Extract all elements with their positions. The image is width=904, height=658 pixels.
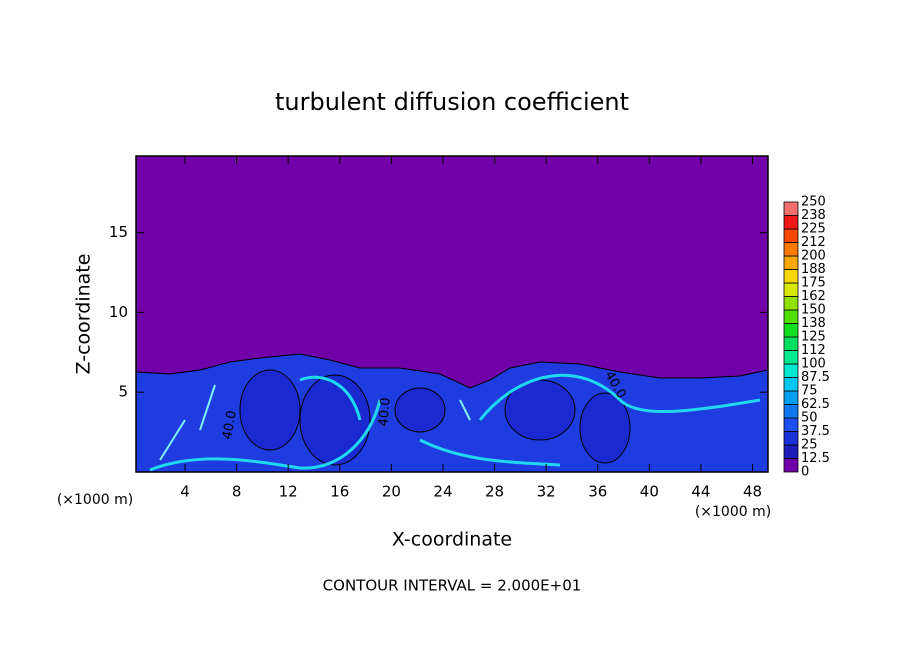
colorbar-swatch: [783, 296, 799, 311]
colorbar-label: 87.5: [801, 370, 830, 385]
x-tick-label: 20: [382, 483, 401, 501]
colorbar-label: 225: [801, 222, 826, 237]
x-tick-label: 48: [743, 483, 762, 501]
colorbar-label: 50: [801, 411, 818, 426]
field-filament: [159, 384, 471, 461]
colorbar-label: 125: [801, 330, 826, 345]
contour-label: 40.0: [376, 397, 393, 427]
x-tick-label: 44: [691, 483, 710, 501]
colorbar-swatch: [783, 350, 799, 365]
colorbar-swatch: [783, 215, 799, 230]
colorbar-swatch: [783, 377, 799, 392]
colorbar-swatch: [783, 404, 799, 419]
x-tick-label: 8: [232, 483, 242, 501]
colorbar-label: 62.5: [801, 397, 830, 412]
colorbar-swatch: [783, 269, 799, 284]
x-tick-label: 40: [640, 483, 659, 501]
chart-title: turbulent diffusion coefficient: [275, 88, 629, 116]
x-unit-label: (×1000 m): [57, 492, 133, 508]
x-tick-label: 32: [537, 483, 556, 501]
x-tick-label: 16: [330, 483, 349, 501]
colorbar-label: 200: [801, 249, 826, 264]
x-tick-label: 4: [180, 483, 190, 501]
colorbar-label: 238: [801, 208, 826, 223]
x-tick-label: 24: [433, 483, 452, 501]
colorbar-swatch: [783, 444, 799, 459]
field-eddy: [239, 369, 301, 451]
colorbar-swatch: [783, 228, 799, 243]
colorbar-swatch: [783, 309, 799, 324]
x-tick-label: 12: [279, 483, 298, 501]
colorbar-swatch: [783, 255, 799, 270]
colorbar-label: 75: [801, 384, 818, 399]
colorbar-label: 100: [801, 357, 826, 372]
colorbar-swatch: [783, 201, 799, 216]
colorbar-label: 150: [801, 303, 826, 318]
colorbar-swatch: [783, 458, 799, 473]
x-axis-title: X-coordinate: [392, 529, 512, 551]
y-tick-label: 5: [118, 383, 128, 401]
y-tick-label: 15: [109, 223, 128, 241]
colorbar-label: 175: [801, 276, 826, 291]
colorbar-label: 188: [801, 262, 826, 277]
colorbar-swatch: [783, 431, 799, 446]
y-tick-label: 10: [109, 303, 128, 321]
colorbar-label: 112: [801, 343, 826, 358]
footer-note: CONTOUR INTERVAL = 2.000E+01: [323, 577, 582, 595]
colorbar-label: 25: [801, 438, 818, 453]
colorbar-swatch: [783, 323, 799, 338]
field-eddy: [579, 392, 631, 464]
colorbar-label: 37.5: [801, 424, 830, 439]
contour-label: 40.0: [220, 409, 240, 440]
colorbar-label: 0: [801, 465, 809, 480]
plot-frame: [135, 155, 769, 473]
x-unit-label: (×1000 m): [695, 504, 771, 520]
colorbar-swatch: [783, 282, 799, 297]
colorbar-label: 212: [801, 235, 826, 250]
colorbar-label: 162: [801, 289, 826, 304]
colorbar-swatch: [783, 390, 799, 405]
field-eddy: [299, 374, 371, 466]
field: [135, 156, 769, 473]
y-axis-title: Z-coordinate: [73, 254, 95, 375]
colorbar-label: 138: [801, 316, 826, 331]
field-filament: [149, 373, 761, 472]
colorbar-swatch: [783, 417, 799, 432]
colorbar-swatch: [783, 363, 799, 378]
colorbar-label: 250: [801, 195, 826, 210]
field-eddy: [504, 379, 576, 441]
field-eddy: [394, 387, 446, 433]
x-tick-label: 36: [588, 483, 607, 501]
colorbar-swatch: [783, 242, 799, 257]
colorbar-label: 12.5: [801, 451, 830, 466]
x-tick-label: 28: [485, 483, 504, 501]
colorbar-swatch: [783, 336, 799, 351]
